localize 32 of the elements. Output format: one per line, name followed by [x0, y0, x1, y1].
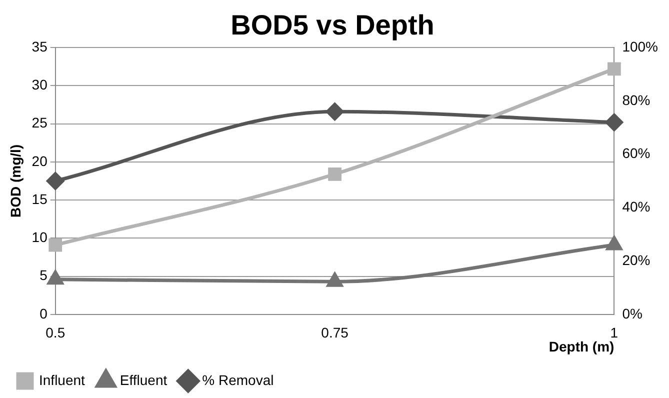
y-axis-title: BOD (mg/l): [7, 144, 24, 218]
point: [48, 270, 64, 285]
y2-tick-label: 80%: [622, 92, 650, 108]
y-tick-label: 0: [40, 305, 48, 322]
legend-label: Effluent: [120, 372, 168, 388]
point: [605, 114, 623, 132]
point: [48, 238, 62, 252]
y-tick-label: 30: [32, 76, 48, 93]
point: [328, 167, 342, 181]
point: [46, 172, 64, 190]
y2-tick-label: 20%: [622, 252, 650, 268]
point: [606, 236, 622, 250]
x-axis-title: Depth (m): [548, 338, 614, 354]
y2-tick-label: 40%: [622, 198, 650, 215]
x-tick-label: 0.5: [46, 324, 66, 341]
y2-tick-label: 0%: [622, 305, 642, 322]
point: [326, 102, 344, 120]
chart-title: BOD5 vs Depth: [230, 10, 434, 41]
x-tick-label: 0.75: [321, 324, 349, 341]
y-tick-label: 5: [40, 267, 48, 284]
y-tick-label: 35: [32, 38, 48, 54]
y-tick-label: 15: [32, 190, 48, 207]
y2-tick-label: 100%: [622, 38, 658, 54]
y-tick-label: 20: [32, 152, 48, 169]
y2-tick-label: 60%: [622, 145, 650, 162]
point: [607, 62, 621, 76]
point: [326, 272, 343, 287]
legend-label: Influent: [39, 372, 86, 388]
x-tick-label: 1: [610, 324, 618, 341]
y-tick-label: 25: [32, 114, 48, 131]
legend-label: % Removal: [202, 372, 274, 388]
y-tick-label: 10: [32, 229, 48, 246]
